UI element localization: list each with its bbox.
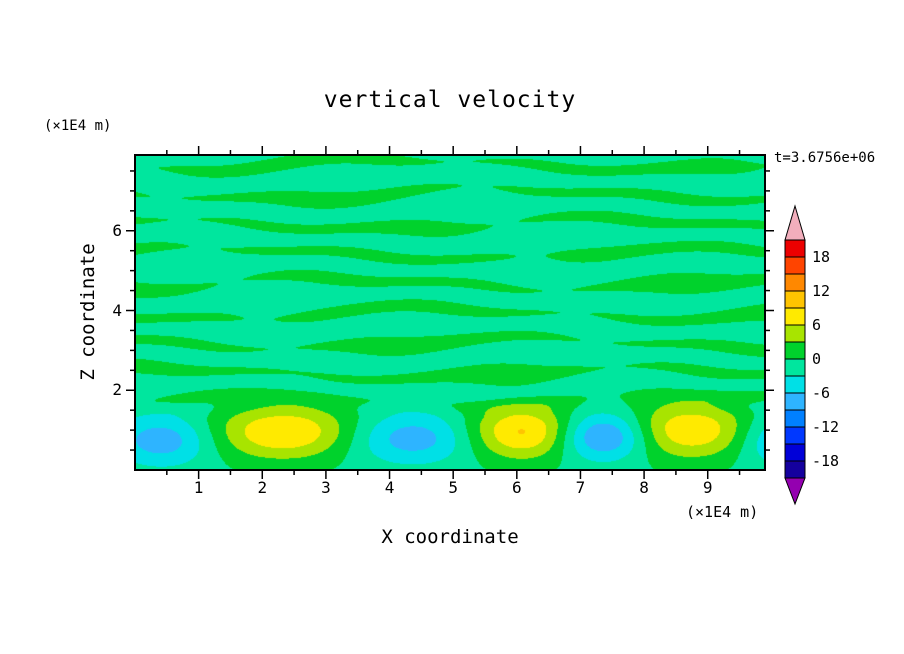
colorbar-cell xyxy=(784,256,806,275)
z-tick-label: 6 xyxy=(112,220,122,240)
colorbar-cell xyxy=(784,273,806,292)
colorbar-cell xyxy=(784,324,806,343)
x-tick-label: 8 xyxy=(639,478,649,497)
x-axis-unit-label: (×1E4 m) xyxy=(686,503,759,521)
colorbar-tick-label: 0 xyxy=(812,350,822,368)
axes-frame xyxy=(126,146,774,479)
x-tick-label: 9 xyxy=(702,478,713,497)
chart-title: vertical velocity xyxy=(323,87,577,113)
plot-frame xyxy=(134,154,766,471)
x-tick-label: 3 xyxy=(321,478,331,497)
colorbar-cell xyxy=(784,460,806,479)
contour-field-canvas xyxy=(135,155,765,470)
z-tick-label: 4 xyxy=(112,300,122,320)
colorbar-cell xyxy=(784,409,806,428)
z-axis-unit-label: (×1E4 m) xyxy=(44,118,112,134)
x-tick-label: 2 xyxy=(257,478,268,497)
colorbar-cell xyxy=(784,375,806,394)
colorbar-over-arrow xyxy=(784,204,806,241)
x-tick-label: 5 xyxy=(448,478,458,497)
colorbar-cell xyxy=(784,443,806,462)
colorbar-tick-label: -6 xyxy=(812,384,831,402)
z-tick-label: 2 xyxy=(112,380,122,400)
colorbar-tick-label: -18 xyxy=(812,452,840,470)
z-tick-marks xyxy=(126,170,774,451)
time-annotation: t=3.6756e+06 xyxy=(774,150,876,166)
colorbar-under-arrow xyxy=(784,477,806,506)
colorbar-cell xyxy=(784,341,806,360)
colorbar-cell xyxy=(784,239,806,258)
colorbar-cell xyxy=(784,426,806,445)
colorbar-tick-label: 6 xyxy=(812,316,822,334)
colorbar-cell xyxy=(784,358,806,377)
colorbar-cell xyxy=(784,307,806,326)
colorbar-tick-label: -12 xyxy=(812,418,840,436)
colorbar-cell xyxy=(784,392,806,411)
x-tick-marks xyxy=(166,146,741,479)
colorbar-cell xyxy=(784,290,806,309)
colorbar-tick-label: 18 xyxy=(812,248,831,266)
x-tick-label: 6 xyxy=(511,478,522,497)
x-tick-label: 7 xyxy=(575,478,586,497)
x-axis-label: X coordinate xyxy=(381,526,519,548)
colorbar-tick-label: 12 xyxy=(812,282,831,300)
colorbar xyxy=(784,204,806,506)
x-tick-label: 1 xyxy=(193,478,204,497)
x-tick-label: 4 xyxy=(384,478,395,497)
